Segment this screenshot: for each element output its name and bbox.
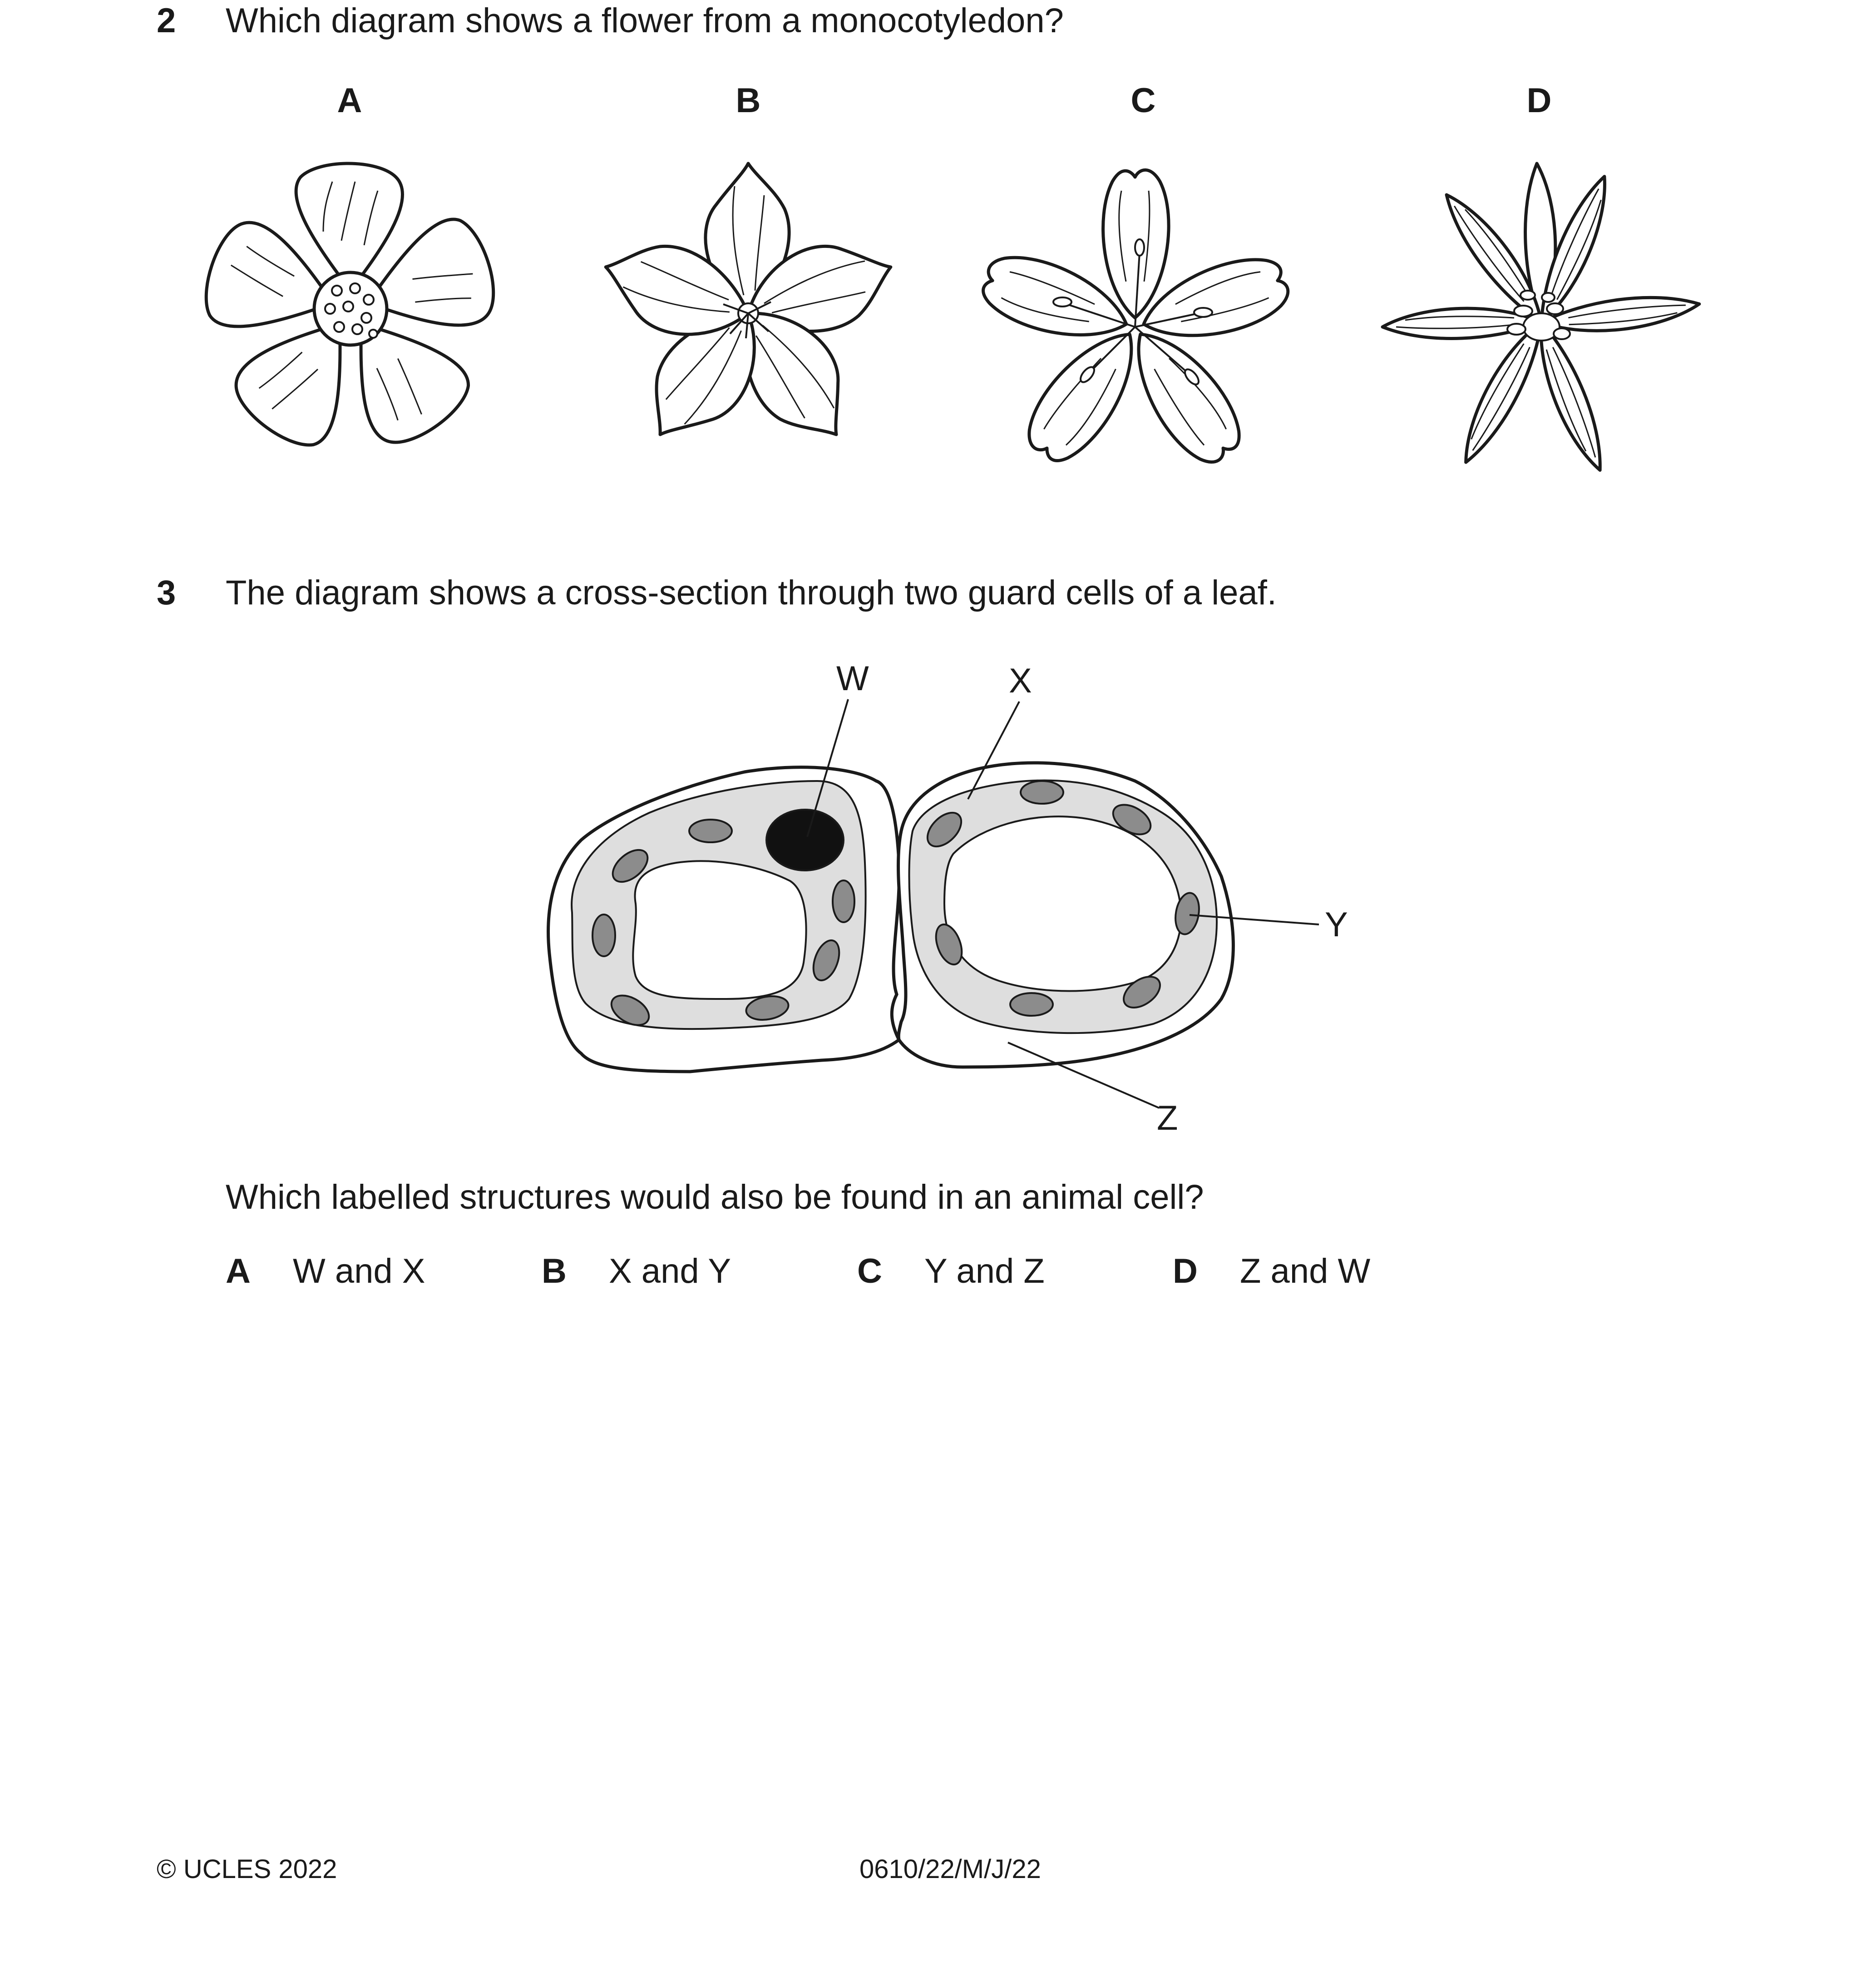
chloroplast — [1112, 804, 1152, 835]
label-w-line — [806, 699, 849, 837]
chloroplast — [612, 849, 649, 883]
paper-code: 0610/22/M/J/22 — [859, 1854, 1041, 1884]
question-2-text: Which diagram shows a flower from a mono… — [226, 1, 1064, 40]
chloroplast — [592, 914, 616, 957]
option-c-letter[interactable]: C — [857, 1252, 882, 1290]
option-a-text[interactable]: W and X — [293, 1252, 425, 1290]
label-w: W — [836, 659, 869, 698]
flower-a-label: A — [337, 81, 362, 120]
chloroplast — [926, 811, 963, 848]
chloroplast — [1009, 992, 1054, 1017]
option-b-letter[interactable]: B — [542, 1252, 567, 1290]
question-3-text: The diagram shows a cross-section throug… — [226, 573, 1277, 612]
option-a-letter[interactable]: A — [226, 1252, 251, 1290]
label-y: Y — [1325, 905, 1348, 944]
label-y-line — [1189, 914, 1319, 925]
option-c-text[interactable]: Y and Z — [924, 1252, 1045, 1290]
label-z-line — [1007, 1042, 1160, 1109]
chloroplast — [812, 939, 840, 982]
option-d-text[interactable]: Z and W — [1240, 1252, 1371, 1290]
flower-b-label: B — [736, 81, 761, 120]
chloroplast — [688, 819, 733, 843]
chloroplast — [1020, 780, 1064, 805]
label-x: X — [1009, 662, 1032, 700]
right-vacuole — [943, 816, 1182, 992]
question-3-number: 3 — [157, 573, 176, 612]
left-vacuole — [632, 860, 807, 1000]
question-2-number: 2 — [157, 1, 176, 40]
option-d-letter[interactable]: D — [1173, 1252, 1198, 1290]
flower-d-label: D — [1526, 81, 1552, 120]
question-3-prompt: Which labelled structures would also be … — [226, 1178, 1204, 1216]
option-b-text[interactable]: X and Y — [609, 1252, 731, 1290]
label-x-line — [967, 701, 1020, 800]
flower-c-label: C — [1131, 81, 1156, 120]
copyright: © UCLES 2022 — [157, 1854, 337, 1884]
chloroplast — [832, 880, 855, 923]
label-z: Z — [1157, 1099, 1178, 1137]
chloroplast — [1123, 976, 1161, 1008]
nucleus — [765, 809, 844, 871]
chloroplast — [745, 995, 790, 1021]
chloroplast — [935, 923, 963, 966]
chloroplast — [610, 994, 650, 1026]
